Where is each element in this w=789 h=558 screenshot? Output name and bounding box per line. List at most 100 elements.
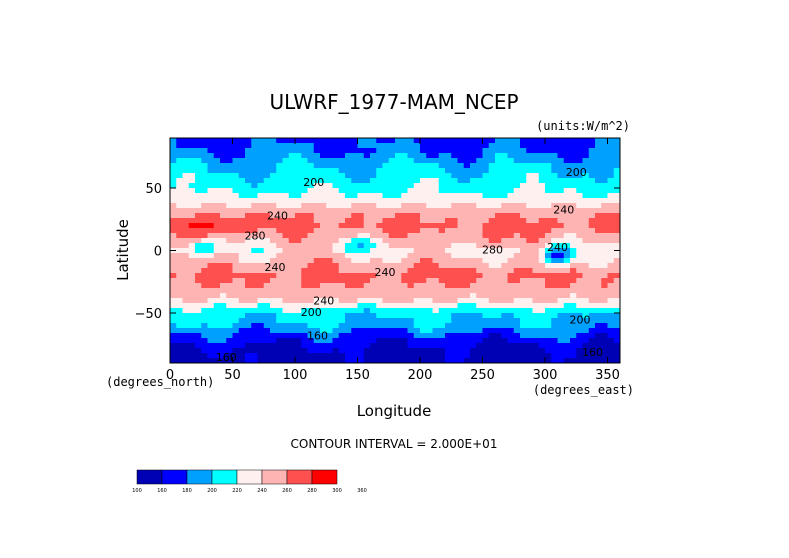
field-cell <box>563 323 571 329</box>
field-cell <box>401 188 409 194</box>
field-cell <box>332 213 340 219</box>
field-cell <box>501 138 509 144</box>
field-cell <box>607 333 615 339</box>
field-cell <box>307 313 315 319</box>
field-cell <box>188 178 196 184</box>
contour-label: 240 <box>265 261 286 274</box>
field-cell <box>332 333 340 339</box>
field-cell <box>488 268 496 274</box>
field-cell <box>382 273 390 279</box>
field-cell <box>188 353 196 359</box>
field-cell <box>407 153 415 159</box>
field-cell <box>263 263 271 269</box>
field-cell <box>351 213 359 219</box>
field-cell <box>395 238 402 244</box>
field-cell <box>357 188 365 194</box>
field-cell <box>438 293 446 299</box>
field-cell <box>382 308 390 314</box>
field-cell <box>501 213 509 219</box>
field-cell <box>376 323 384 329</box>
field-cell <box>495 153 502 159</box>
field-cell <box>376 358 384 363</box>
field-cell <box>301 338 309 344</box>
field-cell <box>257 288 265 294</box>
field-cell <box>570 343 577 349</box>
field-cell <box>488 308 496 314</box>
field-cell <box>526 188 534 194</box>
field-cell <box>388 308 396 314</box>
field-cell <box>582 208 590 214</box>
field-cell <box>226 308 234 314</box>
field-cell <box>538 158 546 164</box>
field-cell <box>513 203 521 209</box>
field-cell <box>532 228 540 234</box>
field-cell <box>282 233 290 239</box>
field-cell <box>613 173 620 179</box>
field-cell <box>407 198 415 204</box>
field-cell <box>270 213 277 219</box>
field-cell <box>188 323 196 329</box>
field-cell <box>482 183 490 189</box>
field-cell <box>301 318 309 324</box>
field-cell <box>426 248 434 254</box>
field-cell <box>345 163 352 169</box>
field-cell <box>182 148 190 154</box>
field-cell <box>576 303 584 309</box>
field-cell <box>276 148 284 154</box>
field-cell <box>301 253 309 259</box>
field-cell <box>263 313 271 319</box>
field-cell <box>363 223 371 229</box>
field-cell <box>213 143 221 149</box>
field-cell <box>607 298 615 304</box>
field-cell <box>251 243 259 249</box>
field-cell <box>401 248 409 254</box>
field-cell <box>313 263 321 269</box>
field-cell <box>220 138 227 144</box>
field-cell <box>288 153 296 159</box>
chart-title: ULWRF_1977-MAM_NCEP <box>269 90 518 114</box>
field-cell <box>376 283 384 289</box>
field-cell <box>170 218 177 224</box>
field-cell <box>426 203 434 209</box>
field-cell <box>570 178 577 184</box>
field-cell <box>488 303 496 309</box>
field-cell <box>513 328 521 334</box>
field-cell <box>576 178 584 184</box>
field-cell <box>176 198 184 204</box>
field-cell <box>420 223 427 229</box>
field-cell <box>195 223 202 229</box>
field-cell <box>582 193 590 199</box>
field-cell <box>538 208 546 214</box>
field-cell <box>207 333 215 339</box>
field-cell <box>420 278 427 284</box>
field-cell <box>445 348 452 354</box>
field-cell <box>332 163 340 169</box>
field-cell <box>182 203 190 209</box>
field-cell <box>588 338 596 344</box>
field-cell <box>288 203 296 209</box>
field-cell <box>176 203 184 209</box>
field-cell <box>257 168 265 174</box>
field-cell <box>513 143 521 149</box>
field-cell <box>407 148 415 154</box>
field-cell <box>188 308 196 314</box>
field-cell <box>545 353 552 359</box>
field-cell <box>376 143 384 149</box>
field-cell <box>595 138 602 144</box>
field-cell <box>495 288 502 294</box>
field-cell <box>263 298 271 304</box>
field-cell <box>220 158 227 164</box>
field-cell <box>313 153 321 159</box>
field-cell <box>257 338 265 344</box>
field-cell <box>301 243 309 249</box>
field-cell <box>395 308 402 314</box>
field-cell <box>226 358 234 363</box>
field-cell <box>282 203 290 209</box>
field-cell <box>382 143 390 149</box>
field-cell <box>251 163 259 169</box>
field-cell <box>545 278 552 284</box>
field-cell <box>470 328 477 334</box>
field-cell <box>195 188 202 194</box>
field-cell <box>451 138 459 144</box>
field-cell <box>357 333 365 339</box>
